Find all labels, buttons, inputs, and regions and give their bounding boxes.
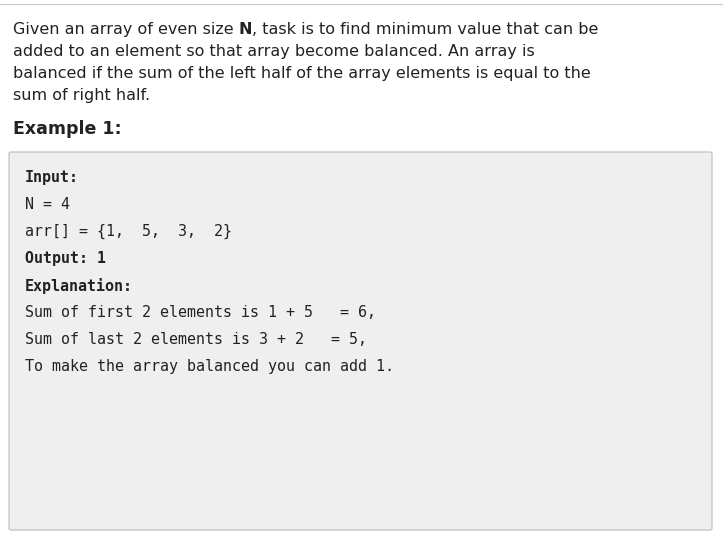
FancyBboxPatch shape bbox=[9, 152, 712, 530]
Text: sum of right half.: sum of right half. bbox=[13, 88, 150, 103]
Text: Given an array of even size: Given an array of even size bbox=[13, 22, 239, 37]
Text: Sum of last 2 elements is 3 + 2   = 5,: Sum of last 2 elements is 3 + 2 = 5, bbox=[25, 332, 367, 347]
Text: arr[] = {1,  5,  3,  2}: arr[] = {1, 5, 3, 2} bbox=[25, 224, 232, 239]
Text: Output: 1: Output: 1 bbox=[25, 251, 106, 266]
Text: added to an element so that array become balanced. An array is: added to an element so that array become… bbox=[13, 44, 535, 59]
Text: N = 4: N = 4 bbox=[25, 197, 70, 212]
Text: N: N bbox=[239, 22, 252, 37]
Text: Input:: Input: bbox=[25, 170, 79, 185]
Text: , task is to find minimum value that can be: , task is to find minimum value that can… bbox=[252, 22, 599, 37]
Text: To make the array balanced you can add 1.: To make the array balanced you can add 1… bbox=[25, 359, 394, 374]
Text: Example 1:: Example 1: bbox=[13, 120, 121, 138]
Text: balanced if the sum of the left half of the array elements is equal to the: balanced if the sum of the left half of … bbox=[13, 66, 591, 81]
Text: Explanation:: Explanation: bbox=[25, 278, 133, 294]
Text: Sum of first 2 elements is 1 + 5   = 6,: Sum of first 2 elements is 1 + 5 = 6, bbox=[25, 305, 376, 320]
